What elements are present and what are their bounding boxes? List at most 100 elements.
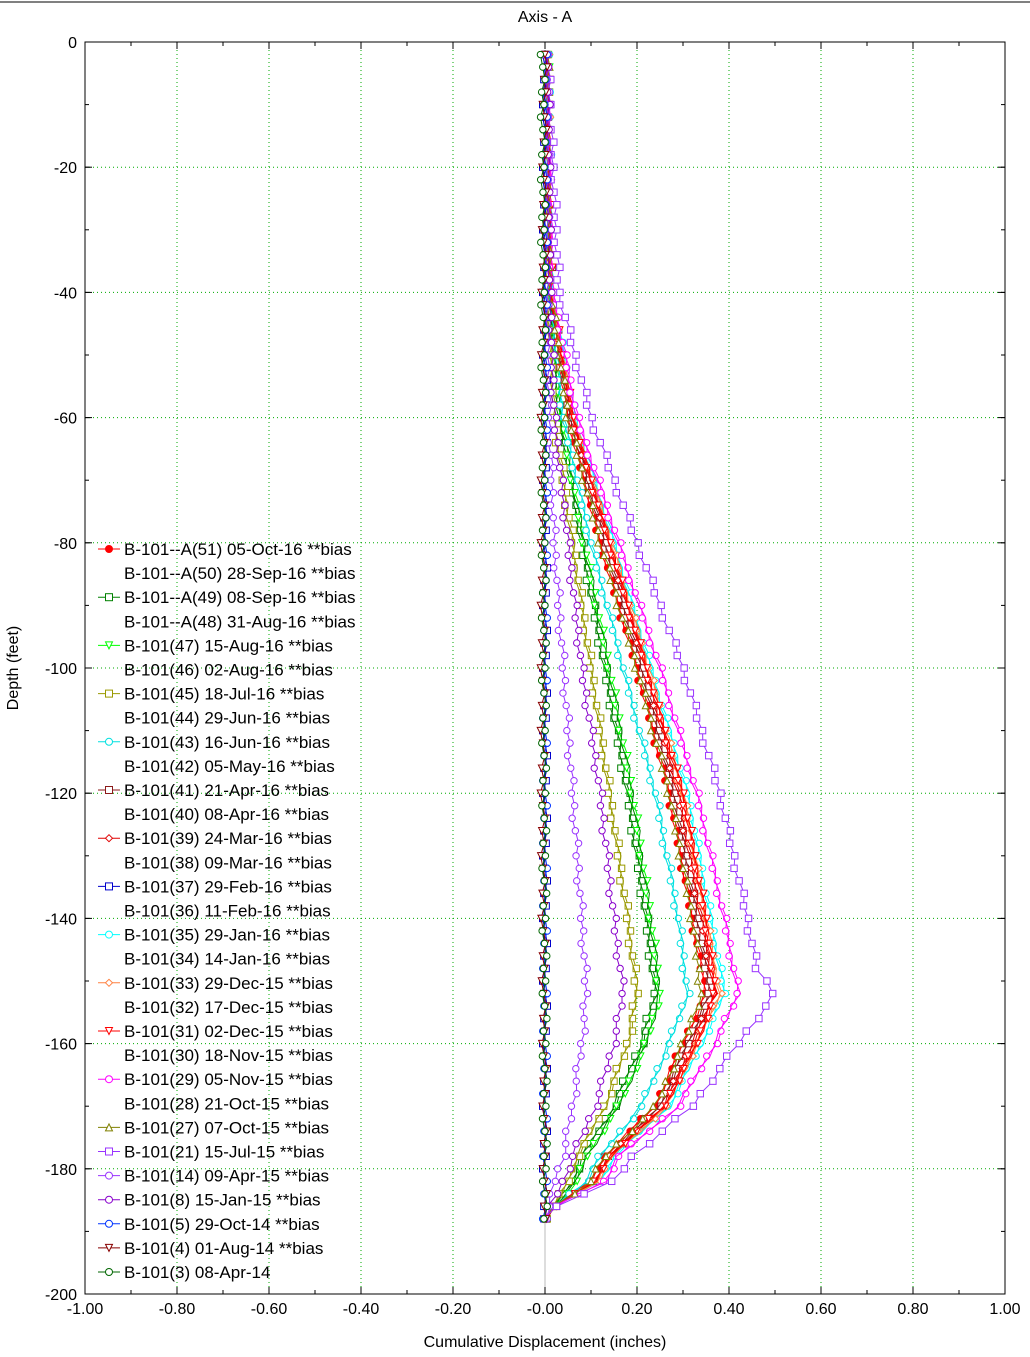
legend-entry: B-101(46) 02-Aug-16 **bias <box>124 661 333 680</box>
data-point <box>572 1077 580 1085</box>
data-point <box>550 564 558 572</box>
data-point <box>626 514 634 522</box>
data-point <box>604 651 613 660</box>
series-30 <box>536 50 551 1223</box>
y-tick-label: -160 <box>45 1037 77 1054</box>
data-point <box>540 163 548 171</box>
data-point <box>662 788 671 797</box>
data-point <box>590 601 599 610</box>
data-point <box>537 426 545 434</box>
data-point <box>624 1077 633 1086</box>
data-point <box>563 400 572 409</box>
legend-label: B-101(28) 21-Oct-15 **bias <box>124 1094 329 1113</box>
data-point <box>541 75 549 84</box>
data-point <box>538 463 547 472</box>
legend-entry: B-101(3) 08-Apr-14 <box>98 1263 270 1282</box>
data-point <box>552 413 561 422</box>
data-point <box>541 388 550 397</box>
series-line <box>545 54 702 1220</box>
data-point <box>641 688 650 697</box>
data-point <box>636 676 645 685</box>
data-point <box>567 1102 576 1110</box>
data-point <box>657 751 666 760</box>
data-point <box>541 664 549 672</box>
legend-label: B-101(39) 24-Mar-16 **bias <box>124 829 332 848</box>
data-point <box>551 1177 560 1186</box>
y-tick-label: 0 <box>68 35 77 52</box>
data-point <box>552 1202 561 1211</box>
data-point <box>683 876 692 885</box>
data-point <box>104 1243 114 1253</box>
data-point <box>705 751 713 760</box>
data-point <box>611 701 620 710</box>
data-point <box>604 1064 612 1073</box>
legend-label: B-101(8) 15-Jan-15 **bias <box>124 1191 321 1210</box>
data-point <box>540 1152 548 1160</box>
data-point <box>635 551 643 560</box>
data-point <box>537 363 545 372</box>
data-point <box>612 914 620 923</box>
data-point <box>635 852 644 861</box>
data-point <box>696 1027 705 1036</box>
data-point <box>541 201 549 209</box>
data-point <box>556 363 566 372</box>
data-point <box>693 976 702 985</box>
data-point <box>763 977 771 985</box>
data-point <box>537 551 546 560</box>
data-point <box>606 776 614 785</box>
data-point <box>583 488 592 497</box>
data-point <box>595 614 604 623</box>
x-tick-label: -0.00 <box>527 1301 564 1318</box>
legend-entry: B-101(43) 16-Jun-16 **bias <box>98 733 330 752</box>
data-point <box>568 814 576 822</box>
data-point <box>588 489 597 498</box>
data-point <box>628 952 637 960</box>
data-point <box>547 226 555 234</box>
series-7 <box>544 54 639 1220</box>
data-point <box>572 1064 580 1073</box>
data-point <box>538 739 546 747</box>
data-point <box>542 1165 550 1173</box>
data-point <box>104 641 114 651</box>
data-point <box>542 701 550 710</box>
data-point <box>579 1002 587 1010</box>
data-point <box>702 952 710 960</box>
data-point <box>595 1089 603 1098</box>
data-point <box>539 1089 548 1098</box>
data-point <box>575 626 583 635</box>
data-point <box>625 614 634 623</box>
data-point <box>567 326 575 334</box>
data-point <box>539 125 547 134</box>
data-point <box>539 839 547 847</box>
data-point <box>639 1039 648 1048</box>
data-point <box>539 376 548 384</box>
data-point <box>591 1164 600 1173</box>
data-point <box>575 864 583 873</box>
data-point <box>627 1152 635 1160</box>
series-21 <box>544 54 717 1220</box>
data-point <box>541 977 550 985</box>
data-point <box>540 564 548 572</box>
legend-entry: B-101(27) 07-Oct-15 **bias <box>98 1118 329 1137</box>
data-point <box>556 401 564 409</box>
data-point <box>588 413 596 422</box>
data-point <box>105 882 113 891</box>
data-point <box>618 589 627 598</box>
series-line <box>544 54 639 1220</box>
data-point <box>538 802 546 810</box>
data-point <box>547 338 556 347</box>
data-point <box>596 714 605 722</box>
data-point <box>658 614 666 622</box>
data-point <box>589 426 597 434</box>
data-point <box>557 639 566 647</box>
legend-label: B-101(33) 29-Dec-15 **bias <box>124 974 333 993</box>
data-point <box>693 939 702 948</box>
data-point <box>550 138 558 146</box>
data-point <box>627 776 636 785</box>
legend-label: B-101(41) 21-Apr-16 **bias <box>124 781 329 800</box>
data-point <box>599 551 608 560</box>
data-point <box>548 288 556 297</box>
series-line <box>544 54 717 1220</box>
data-point <box>673 651 681 660</box>
